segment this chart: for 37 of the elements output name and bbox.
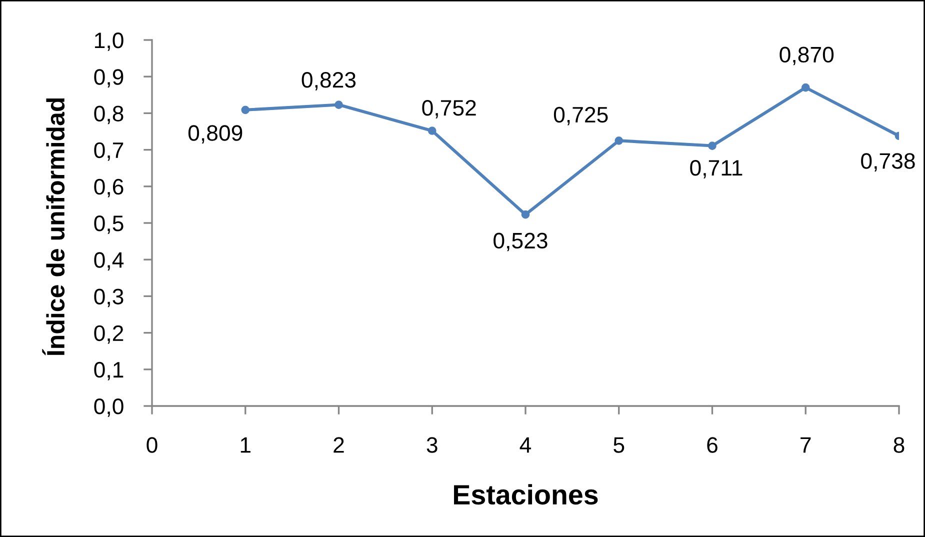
x-tick-label: 3 <box>426 437 438 453</box>
data-label: 0,523 <box>494 232 548 252</box>
point <box>334 100 343 109</box>
point <box>241 106 250 114</box>
y-tick-label: 0,3 <box>94 288 124 308</box>
y-tick-label: 0,4 <box>94 252 124 270</box>
point <box>801 83 810 92</box>
point <box>708 142 716 150</box>
y-tick-label: 0,9 <box>94 69 124 88</box>
data-label: 0,711 <box>690 160 742 178</box>
y-tick-label: 0,2 <box>94 325 124 344</box>
y-tick-label: 1,0 <box>95 32 124 51</box>
data-label: 0,870 <box>780 46 834 66</box>
x-tick-label: 4 <box>520 437 532 453</box>
x-tick-label: 7 <box>800 437 811 453</box>
point <box>521 210 530 219</box>
data-label: 0,823 <box>302 72 356 90</box>
x-tick-label: 1 <box>240 437 250 453</box>
y-tick-label: 0,0 <box>94 398 124 417</box>
y-tick-label: 0,8 <box>94 106 124 124</box>
x-tick-label: 6 <box>707 437 718 453</box>
data-label: 0,725 <box>554 106 608 126</box>
y-tick-label: 0,7 <box>94 142 124 161</box>
point <box>614 136 624 145</box>
y-axis-title: Índice de uniformidad <box>42 98 65 356</box>
y-tick-label: 0,1 <box>94 362 124 380</box>
data-label: 0,809 <box>188 125 242 144</box>
data-label: 0,752 <box>422 100 476 118</box>
x-tick-label: 0 <box>146 437 158 453</box>
y-tick-label: 0,5 <box>94 216 124 234</box>
x-tick-label: 8 <box>894 437 904 453</box>
x-axis-title: Estaciones <box>454 484 598 505</box>
data-label: 0,738 <box>861 153 915 172</box>
x-tick-label: 2 <box>334 437 344 453</box>
x-tick-label: 5 <box>614 437 624 453</box>
point <box>428 126 436 135</box>
y-tick-label: 0,6 <box>94 178 124 198</box>
